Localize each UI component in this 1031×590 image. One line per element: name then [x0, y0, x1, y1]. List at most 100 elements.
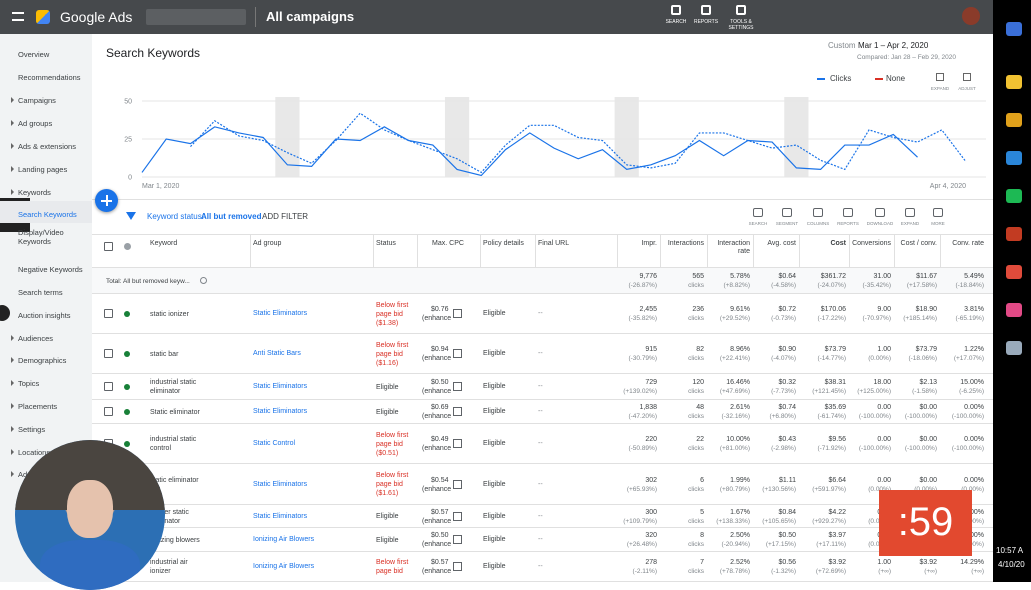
row-checkbox[interactable]	[104, 407, 113, 416]
column-header[interactable]: Max. CPC	[432, 240, 464, 247]
metric-change: (-30.79%)	[628, 355, 657, 362]
metric-change: (+∞)	[924, 568, 937, 575]
ad-group[interactable]: Ionizing Air Blowers	[253, 536, 315, 543]
menu-icon[interactable]	[12, 12, 24, 21]
sidebar-item[interactable]: Landing pages	[18, 165, 68, 174]
taskbar-icon[interactable]	[1006, 189, 1022, 203]
cpc-icon[interactable]	[453, 479, 462, 489]
tool-icon[interactable]	[782, 208, 792, 217]
cpc-icon[interactable]	[453, 562, 462, 571]
taskbar-icon[interactable]	[1006, 75, 1022, 89]
ad-group[interactable]: Static Eliminators	[253, 383, 308, 390]
column-header[interactable]: Cost / conv.	[900, 240, 937, 247]
metric-value: 6	[700, 476, 704, 484]
row-checkbox[interactable]	[104, 382, 113, 391]
tool-icon[interactable]	[905, 208, 915, 217]
metric-1[interactable]: Clicks	[830, 74, 852, 83]
sidebar-item[interactable]: Search terms	[18, 288, 63, 297]
sidebar-item[interactable]: Display/Video Keywords	[18, 228, 64, 246]
ad-group[interactable]: Static Eliminators	[253, 480, 308, 488]
column-divider	[373, 234, 374, 268]
taskbar-icon[interactable]	[1006, 151, 1022, 165]
metric-change: (-2.98%)	[771, 445, 796, 452]
sidebar-item[interactable]: Settings	[18, 425, 46, 434]
metric-2[interactable]: None	[886, 74, 906, 83]
tool-icon[interactable]	[813, 208, 823, 217]
column-header[interactable]: Conv. rate	[952, 240, 984, 247]
top-icon[interactable]	[701, 5, 711, 15]
taskbar-icon[interactable]	[1006, 341, 1022, 355]
sidebar-item[interactable]: Ad groups	[18, 119, 53, 128]
header-checkbox[interactable]	[104, 242, 113, 251]
ad-group[interactable]: Static Eliminators	[253, 310, 308, 317]
top-icon[interactable]	[671, 5, 681, 15]
sidebar-item[interactable]: Keywords	[18, 188, 51, 197]
row-checkbox[interactable]	[104, 309, 113, 318]
column-header[interactable]: Policy details	[483, 240, 524, 247]
logo	[36, 10, 50, 24]
column-header[interactable]: Interactions	[667, 240, 704, 247]
ad-group[interactable]: Ionizing Air Blowers	[253, 563, 315, 570]
metric-change: (+17.58%)	[906, 282, 937, 289]
tool-icon[interactable]	[753, 208, 763, 217]
sidebar-item[interactable]: Ads & extensions	[18, 142, 76, 151]
ad-group[interactable]: Anti Static Bars	[253, 350, 301, 357]
column-header[interactable]: Final URL	[538, 240, 570, 247]
sidebar-item[interactable]: Topics	[18, 379, 40, 388]
collapse-button[interactable]	[0, 305, 10, 321]
sidebar-item[interactable]: Search Keywords	[18, 210, 77, 219]
cpc-icon[interactable]	[453, 407, 462, 416]
column-header[interactable]: Conversions	[852, 240, 891, 247]
cpc-icon[interactable]	[453, 309, 462, 318]
add-filter[interactable]: ADD FILTER	[262, 212, 309, 221]
column-header[interactable]: Status	[376, 240, 396, 247]
column-divider	[660, 234, 661, 268]
column-header[interactable]: Avg. cost	[767, 240, 796, 247]
taskbar-icon[interactable]	[1006, 265, 1022, 279]
cpc-icon[interactable]	[453, 349, 462, 358]
top-icon[interactable]	[736, 5, 746, 15]
user-avatar[interactable]	[962, 7, 980, 25]
sidebar-item[interactable]: Campaigns	[18, 96, 56, 105]
chart-action-icon[interactable]	[936, 73, 944, 81]
sidebar-item[interactable]: Placements	[18, 402, 58, 411]
max-cpc: $0.76	[431, 306, 449, 313]
column-header[interactable]: Ad group	[253, 240, 282, 247]
ad-group[interactable]: Static Eliminators	[253, 512, 308, 520]
cpc-icon[interactable]	[453, 511, 462, 521]
sidebar-item[interactable]: Negative Keywords	[18, 265, 83, 274]
taskbar-icon[interactable]	[1006, 227, 1022, 241]
tool-icon[interactable]	[875, 208, 885, 217]
filter-value[interactable]: All but removed	[201, 212, 262, 221]
sidebar-item[interactable]: Demographics	[18, 356, 67, 365]
chart: 0 25 50 Mar 1, 2020 Apr 4, 2020	[124, 97, 986, 190]
column-header[interactable]: Keyword	[150, 240, 178, 247]
metric-change: (+121.45%)	[812, 388, 846, 395]
column-header[interactable]: Interaction rate	[717, 240, 750, 255]
table-row	[92, 294, 993, 334]
sidebar-item[interactable]: Overview	[18, 50, 50, 59]
filter-icon[interactable]	[126, 212, 136, 220]
taskbar-icon[interactable]	[1006, 113, 1022, 127]
taskbar-icon[interactable]	[1006, 22, 1022, 36]
metric-value: 0.00%	[964, 532, 984, 539]
sidebar-item[interactable]: Audiences	[18, 334, 54, 343]
cpc-note: (enhance	[422, 568, 452, 575]
range[interactable]: Mar 1 – Apr 2, 2020	[858, 41, 929, 50]
cpc-icon[interactable]	[453, 439, 462, 448]
sidebar-item[interactable]: Auction insights	[18, 311, 71, 320]
taskbar-icon[interactable]	[1006, 303, 1022, 317]
sidebar-item[interactable]: Recommendations	[18, 73, 81, 82]
ad-group[interactable]: Static Control	[253, 440, 296, 447]
metric-change: (-35.42%)	[862, 282, 891, 289]
tool-icon[interactable]	[843, 208, 853, 217]
chart-action-icon[interactable]	[963, 73, 971, 81]
tool-icon[interactable]	[933, 208, 943, 217]
cpc-icon[interactable]	[453, 535, 462, 544]
column-header[interactable]: Cost	[830, 240, 846, 247]
column-header[interactable]: Impr.	[641, 240, 657, 247]
row-checkbox[interactable]	[104, 349, 113, 358]
create-button[interactable]	[95, 189, 118, 212]
cpc-icon[interactable]	[453, 382, 462, 391]
ad-group[interactable]: Static Eliminators	[253, 408, 308, 415]
